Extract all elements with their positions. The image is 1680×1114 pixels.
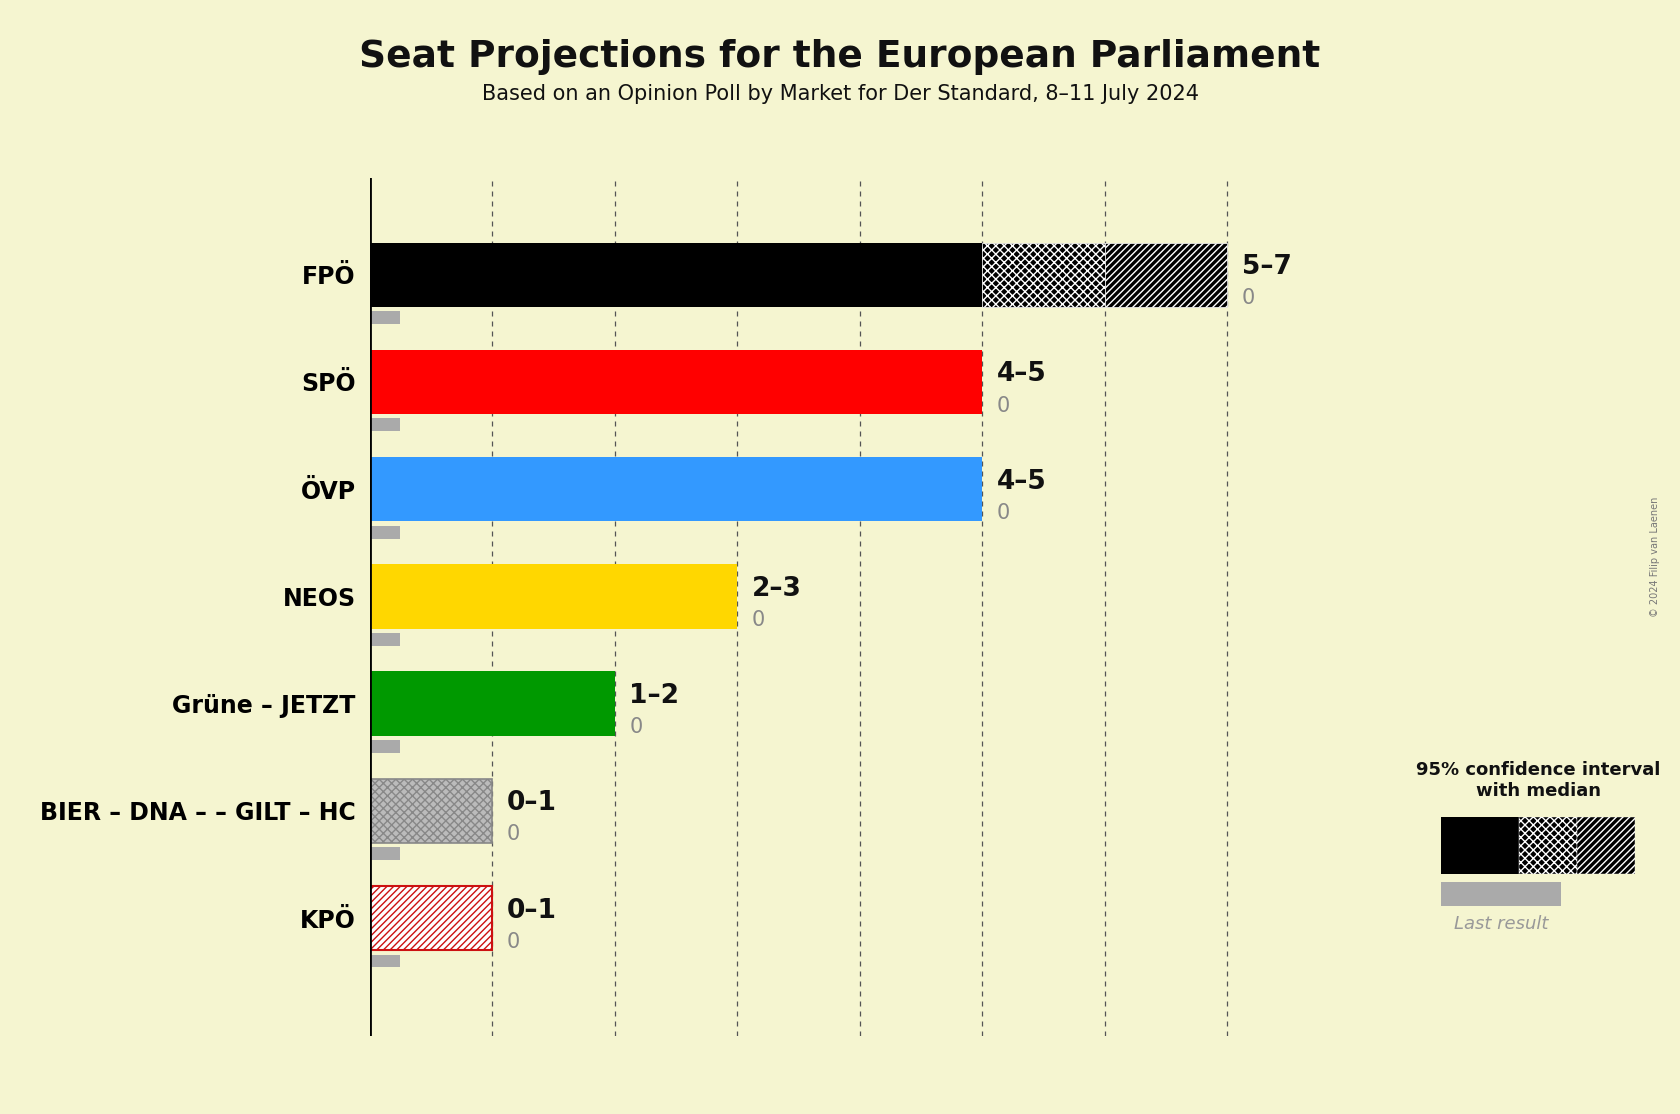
Bar bbox=[370, 779, 492, 843]
Bar bbox=[370, 848, 400, 860]
Text: Last result: Last result bbox=[1455, 916, 1549, 934]
Bar bbox=[1441, 817, 1519, 874]
Bar bbox=[370, 633, 400, 646]
Text: © 2024 Filip van Laenen: © 2024 Filip van Laenen bbox=[1650, 497, 1660, 617]
Bar bbox=[1576, 817, 1635, 874]
Bar bbox=[1105, 243, 1228, 306]
Text: 0: 0 bbox=[996, 502, 1010, 522]
Bar bbox=[370, 672, 492, 735]
Text: Based on an Opinion Poll by Market for Der Standard, 8–11 July 2024: Based on an Opinion Poll by Market for D… bbox=[482, 84, 1198, 104]
Bar bbox=[370, 564, 615, 628]
Bar bbox=[370, 886, 492, 950]
Bar bbox=[370, 740, 400, 753]
Bar bbox=[370, 311, 400, 324]
Bar bbox=[1519, 817, 1578, 874]
Text: 2–3: 2–3 bbox=[753, 576, 801, 602]
Bar bbox=[860, 350, 983, 414]
Text: 0: 0 bbox=[753, 610, 764, 631]
Bar bbox=[370, 457, 860, 521]
Bar bbox=[615, 564, 738, 628]
Bar bbox=[370, 955, 400, 967]
Text: 0: 0 bbox=[507, 824, 521, 844]
Text: 4–5: 4–5 bbox=[996, 469, 1047, 495]
Bar bbox=[860, 457, 983, 521]
Bar bbox=[492, 672, 615, 735]
Text: Seat Projections for the European Parliament: Seat Projections for the European Parlia… bbox=[360, 39, 1320, 75]
Text: 4–5: 4–5 bbox=[996, 361, 1047, 388]
Bar bbox=[370, 419, 400, 431]
Text: 1–2: 1–2 bbox=[630, 683, 679, 710]
Bar bbox=[370, 243, 983, 306]
Text: 0–1: 0–1 bbox=[507, 790, 556, 817]
Bar bbox=[370, 526, 400, 538]
Text: 95% confidence interval
with median: 95% confidence interval with median bbox=[1416, 761, 1660, 800]
Text: 0: 0 bbox=[996, 395, 1010, 416]
Text: 5–7: 5–7 bbox=[1242, 254, 1292, 281]
Text: 0: 0 bbox=[630, 717, 643, 737]
Bar bbox=[370, 350, 860, 414]
Text: 0: 0 bbox=[1242, 289, 1255, 309]
Bar bbox=[983, 243, 1105, 306]
Text: 0: 0 bbox=[507, 931, 521, 951]
Text: 0–1: 0–1 bbox=[507, 898, 556, 924]
